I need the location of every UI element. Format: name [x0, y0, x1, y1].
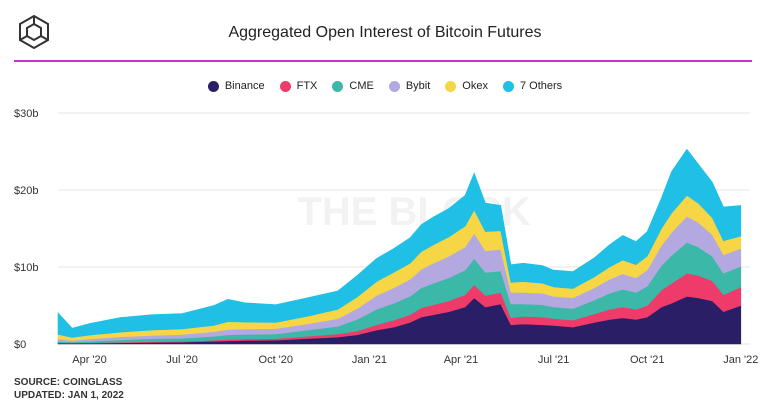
legend-label: Binance [224, 80, 265, 92]
legend-swatch [502, 80, 514, 92]
x-tick-label: Jul '20 [166, 354, 197, 366]
legend-item: Okex [445, 80, 488, 92]
legend-item: CME [332, 80, 374, 92]
legend-item: Bybit [388, 80, 431, 92]
legend-swatch [279, 80, 291, 92]
chart-legend: Binance FTX CME Bybit Okex 7 Others [0, 80, 770, 92]
legend-swatch [388, 80, 400, 92]
legend-swatch [332, 80, 344, 92]
legend-swatch [445, 80, 457, 92]
footer: SOURCE: COINGLASS UPDATED: JAN 1, 2022 [14, 376, 124, 402]
legend-swatch [207, 80, 219, 92]
x-tick-label: Jan '22 [723, 354, 758, 366]
x-tick-label: Oct '20 [259, 354, 294, 366]
legend-label: FTX [296, 80, 318, 92]
y-tick-label: $30b [14, 108, 38, 120]
y-tick-label: $0 [14, 339, 26, 351]
y-tick-label: $10b [14, 262, 38, 274]
legend-label: 7 Others [519, 80, 563, 92]
x-tick-label: Jul '21 [538, 354, 569, 366]
legend-label: Okex [462, 80, 488, 92]
source-note: SOURCE: COINGLASS [14, 377, 123, 388]
legend-item: 7 Others [502, 80, 563, 92]
legend-item: FTX [279, 80, 318, 92]
legend-label: Bybit [405, 80, 431, 92]
x-tick-label: Oct '21 [630, 354, 665, 366]
legend-label: CME [349, 80, 374, 92]
chart-title: Aggregated Open Interest of Bitcoin Futu… [228, 24, 542, 41]
title-divider [14, 60, 752, 62]
y-tick-label: $20b [14, 185, 38, 197]
legend-item: Binance [207, 80, 265, 92]
x-tick-label: Apr '21 [444, 354, 479, 366]
series-area-5 [57, 148, 742, 338]
x-tick-label: Jan '21 [352, 354, 387, 366]
x-tick-label: Apr '20 [72, 354, 107, 366]
the-block-logo-icon [14, 12, 54, 52]
updated-note: UPDATED: JAN 1, 2022 [14, 390, 124, 401]
